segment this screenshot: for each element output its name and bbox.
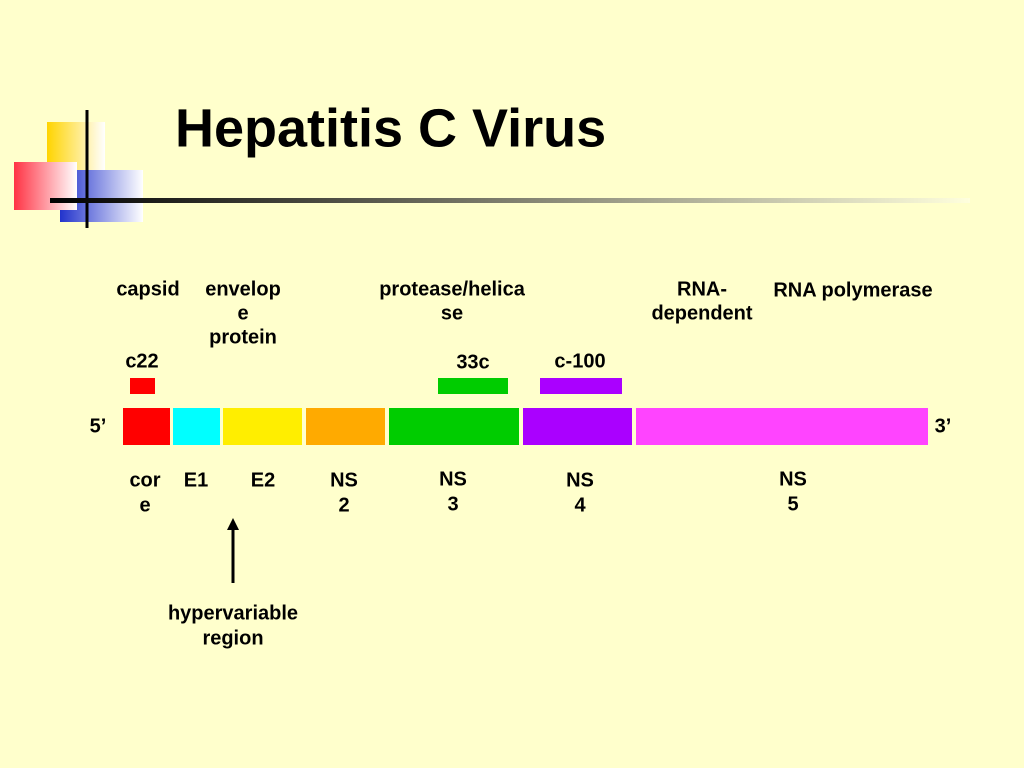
segment-label: NS [439,468,467,490]
function-label: RNA polymerase [773,279,932,301]
segment-label: 5 [787,493,798,515]
segment-label: 3 [447,493,458,515]
function-label: protein [209,326,277,348]
antigen-label: c-100 [554,350,605,372]
title: Hepatitis C Virus [175,98,606,158]
segment-label: NS [566,469,594,491]
annotation: region [202,627,263,649]
genome-segment [123,408,170,445]
function-label: RNA- [677,278,727,300]
genome-segment [173,408,220,445]
segment-label: E2 [251,469,275,491]
segment-label: cor [129,469,160,491]
segment-label: 4 [574,494,586,516]
antigen-label: c22 [125,350,158,372]
antigen-bar [130,378,155,394]
genome-segment [523,408,632,445]
antigen-label: 33c [456,351,489,373]
antigen-bar [540,378,622,394]
function-label: se [441,302,463,324]
arrow-head [227,518,239,530]
end-label: 5’ [90,415,107,437]
title-rule [50,198,970,203]
segment-label: e [139,494,150,516]
end-label: 3’ [935,415,952,437]
segment-label: 2 [338,494,349,516]
function-label: dependent [651,302,752,324]
function-label: capsid [116,278,179,300]
genome-segment [306,408,385,445]
antigen-bar [438,378,508,394]
segment-label: NS [330,469,358,491]
segment-label: NS [779,468,807,490]
genome-segment [636,408,928,445]
function-label: e [237,302,248,324]
genome-segment [223,408,302,445]
annotation: hypervariable [168,602,298,624]
function-label: envelop [205,278,281,300]
segment-label: E1 [184,469,208,491]
function-label: protease/helica [379,278,526,300]
genome-segment [389,408,519,445]
